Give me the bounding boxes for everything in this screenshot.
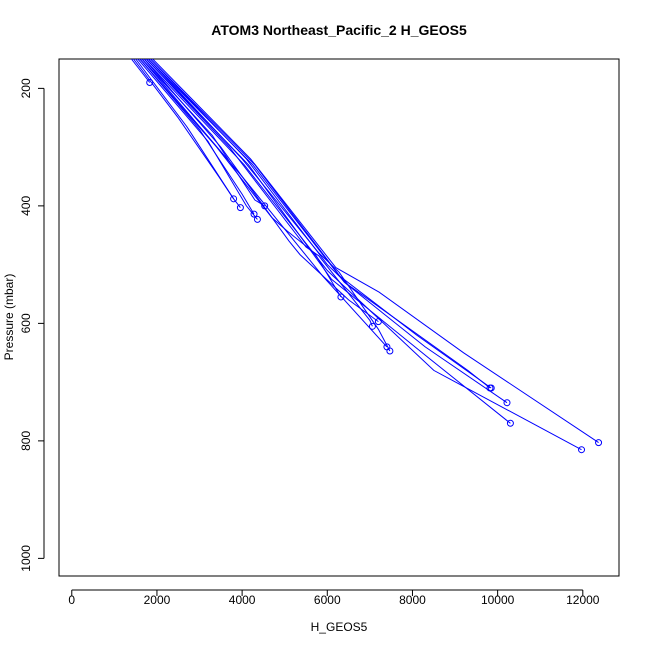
data-point bbox=[503, 399, 511, 407]
data-point bbox=[261, 202, 269, 210]
y-tick-label: 400 bbox=[19, 196, 33, 216]
series-line bbox=[135, 59, 241, 208]
data-point bbox=[337, 293, 345, 301]
x-tick-label: 4000 bbox=[229, 593, 256, 607]
data-point bbox=[236, 204, 244, 212]
data-point bbox=[595, 439, 603, 447]
y-tick-label: 200 bbox=[19, 78, 33, 98]
x-tick-label: 10000 bbox=[481, 593, 515, 607]
data-point bbox=[487, 384, 495, 392]
series-line bbox=[152, 59, 599, 444]
y-tick-label: 600 bbox=[19, 313, 33, 333]
y-tick-label: 1000 bbox=[19, 545, 33, 572]
y-tick-label: 800 bbox=[19, 431, 33, 451]
data-point bbox=[230, 195, 238, 203]
series-line bbox=[145, 59, 373, 327]
series-line bbox=[148, 59, 508, 404]
x-tick-label: 2000 bbox=[144, 593, 171, 607]
data-point bbox=[146, 79, 154, 86]
x-tick-label: 6000 bbox=[314, 593, 341, 607]
series-line bbox=[137, 59, 258, 220]
plot-frame bbox=[58, 58, 620, 577]
y-axis-label: Pressure (mbar) bbox=[2, 274, 16, 361]
y-axis: 200 400 600 800 1000 bbox=[19, 78, 45, 572]
data-point bbox=[253, 215, 261, 223]
series-group bbox=[131, 59, 599, 451]
data-point bbox=[383, 343, 391, 351]
marker-group bbox=[146, 79, 603, 454]
series-line bbox=[143, 59, 379, 323]
data-point bbox=[506, 419, 514, 427]
chart-title: ATOM3 Northeast_Pacific_2 H_GEOS5 bbox=[211, 22, 467, 38]
x-tick-label: 12000 bbox=[566, 593, 600, 607]
x-tick-label: 0 bbox=[68, 593, 75, 607]
series-line bbox=[143, 59, 582, 451]
series-line bbox=[145, 59, 511, 424]
series-line bbox=[141, 59, 388, 348]
series-line bbox=[131, 59, 151, 83]
data-point bbox=[578, 446, 586, 454]
series-line bbox=[148, 59, 391, 352]
data-point bbox=[250, 210, 258, 218]
x-axis-label: H_GEOS5 bbox=[311, 620, 368, 634]
x-axis: 0 2000 4000 6000 8000 10000 12000 bbox=[68, 589, 600, 607]
series-line bbox=[139, 59, 255, 215]
x-tick-label: 8000 bbox=[399, 593, 426, 607]
data-point bbox=[374, 318, 382, 326]
data-point bbox=[368, 322, 376, 330]
